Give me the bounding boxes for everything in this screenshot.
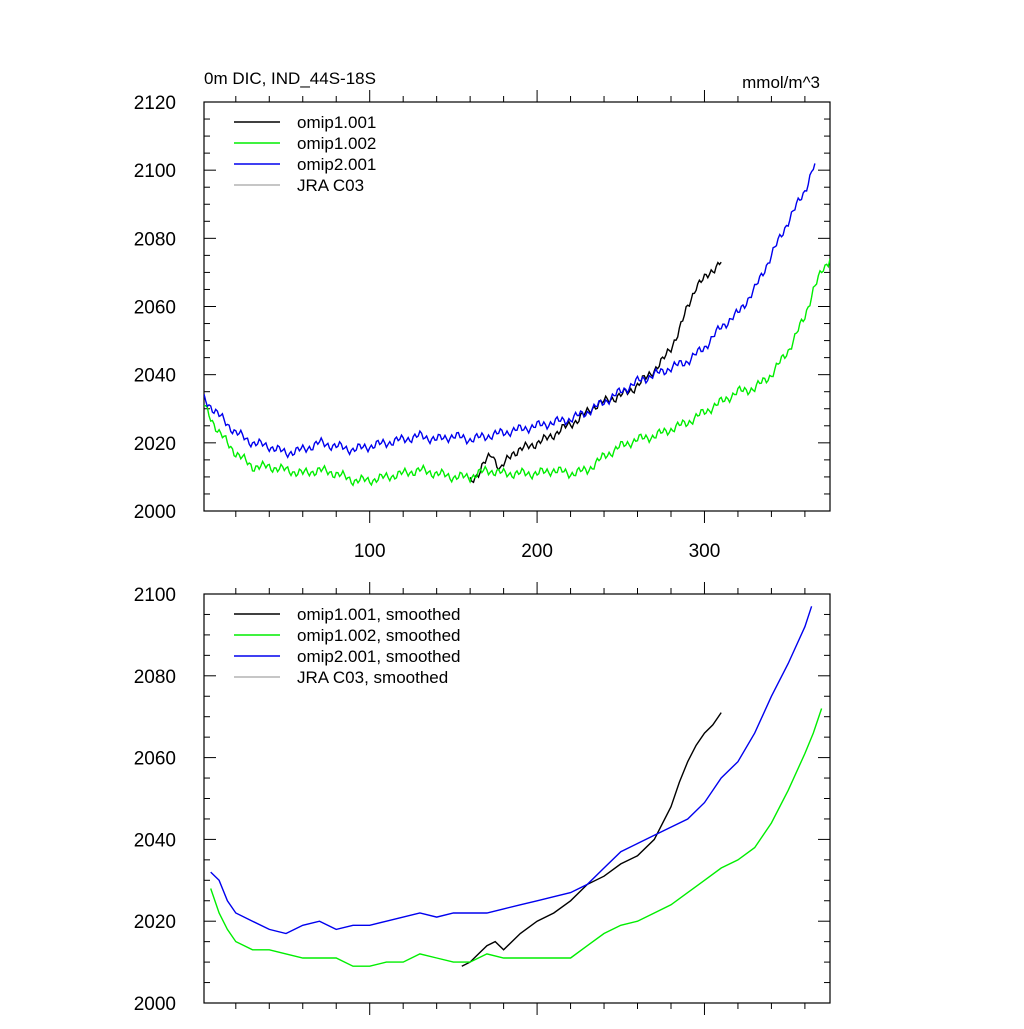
series-line-1 [469, 261, 722, 484]
series-line-2 [210, 708, 823, 967]
x-tick-label: 200 [521, 541, 553, 562]
y-tick-label: 2060 [134, 749, 176, 770]
chart-panel-1: 0m DIC, IND_44S-18S mmol/m^3 2000 2020 2040 2… [134, 69, 831, 562]
y-tick-label: 2040 [134, 366, 176, 387]
legend-label: JRA C03, smoothed [297, 668, 448, 687]
chart-title: 0m DIC, IND_44S-18S [204, 69, 376, 88]
y-tick-label: 2040 [134, 830, 176, 851]
legend-label: omip2.001 [297, 155, 376, 174]
series-line-3 [204, 163, 816, 459]
units-label: mmol/m^3 [742, 73, 820, 92]
legend-label: omip2.001, smoothed [297, 647, 461, 666]
y-tick-label: 2100 [134, 585, 176, 606]
legend-label: omip1.001, smoothed [297, 605, 461, 624]
y-tick-label: 2020 [134, 912, 176, 933]
y-tick-label: 2080 [134, 667, 176, 688]
y-tick-label: 2000 [134, 994, 176, 1015]
legend-label: omip1.002 [297, 134, 376, 153]
series-line-3 [210, 606, 813, 935]
y-tick-label: 2100 [134, 161, 176, 182]
legend-label: JRA C03 [297, 176, 364, 195]
legend-label: omip1.001 [297, 113, 376, 132]
x-tick-label: 300 [689, 541, 721, 562]
y-tick-label: 2060 [134, 298, 176, 319]
y-tick-label: 2120 [134, 93, 176, 114]
series-line-1 [461, 712, 722, 967]
y-tick-label: 2020 [134, 434, 176, 455]
y-tick-label: 2000 [134, 502, 176, 523]
chart-panel-2: 2000 2020 2040 2060 2080 2100 omip1.001, smoot… [134, 582, 831, 1015]
series-line-2 [204, 258, 830, 487]
x-tick-label: 100 [354, 541, 386, 562]
legend-label: omip1.002, smoothed [297, 626, 461, 645]
y-tick-label: 2080 [134, 229, 176, 250]
